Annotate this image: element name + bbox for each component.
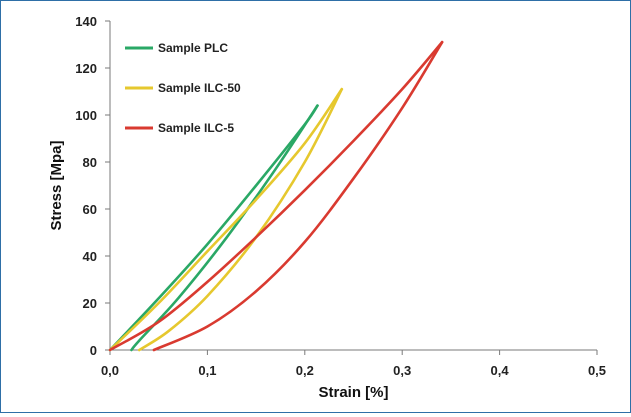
y-axis-title: Stress [Mpa] [48, 140, 65, 230]
curve-sample-plc-unloading [130, 104, 319, 352]
curves [108, 40, 444, 352]
y-tick-label: 60 [83, 202, 97, 217]
x-tick-label: 0,3 [393, 363, 411, 378]
curve-sample-ilc-5-loading [108, 40, 444, 352]
x-tick-label: 0,2 [296, 363, 314, 378]
y-tick-label: 140 [75, 14, 97, 29]
x-tick-label: 0,1 [198, 363, 216, 378]
y-tick-label: 0 [90, 343, 97, 358]
x-axis-title: Strain [%] [318, 384, 388, 401]
legend-label-sample-ilc-5: Sample ILC-5 [158, 121, 234, 135]
axes [109, 21, 597, 351]
curve-sample-ilc-50-loading [108, 87, 344, 352]
y-tick-label: 40 [83, 249, 97, 264]
curve-sample-ilc-5-unloading [152, 40, 444, 352]
legend-label-sample-plc: Sample PLC [158, 41, 228, 55]
x-tick-label: 0,5 [588, 363, 606, 378]
y-tick-label: 20 [83, 296, 97, 311]
curve-sample-ilc-50-unloading [137, 87, 344, 352]
x-axis-ticks: 0,0 0,1 0,2 0,3 0,4 0,5 [101, 350, 606, 378]
x-tick-label: 0,4 [491, 363, 510, 378]
y-axis-ticks: 0 20 40 60 80 100 120 140 [75, 14, 110, 358]
y-tick-label: 80 [83, 155, 97, 170]
legend-label-sample-ilc-50: Sample ILC-50 [158, 81, 241, 95]
y-tick-label: 120 [75, 61, 97, 76]
y-tick-label: 100 [75, 108, 97, 123]
legend: Sample PLC Sample ILC-50 Sample ILC-5 [125, 41, 241, 135]
x-tick-label: 0,0 [101, 363, 119, 378]
curve-sample-plc-loading [108, 104, 319, 352]
